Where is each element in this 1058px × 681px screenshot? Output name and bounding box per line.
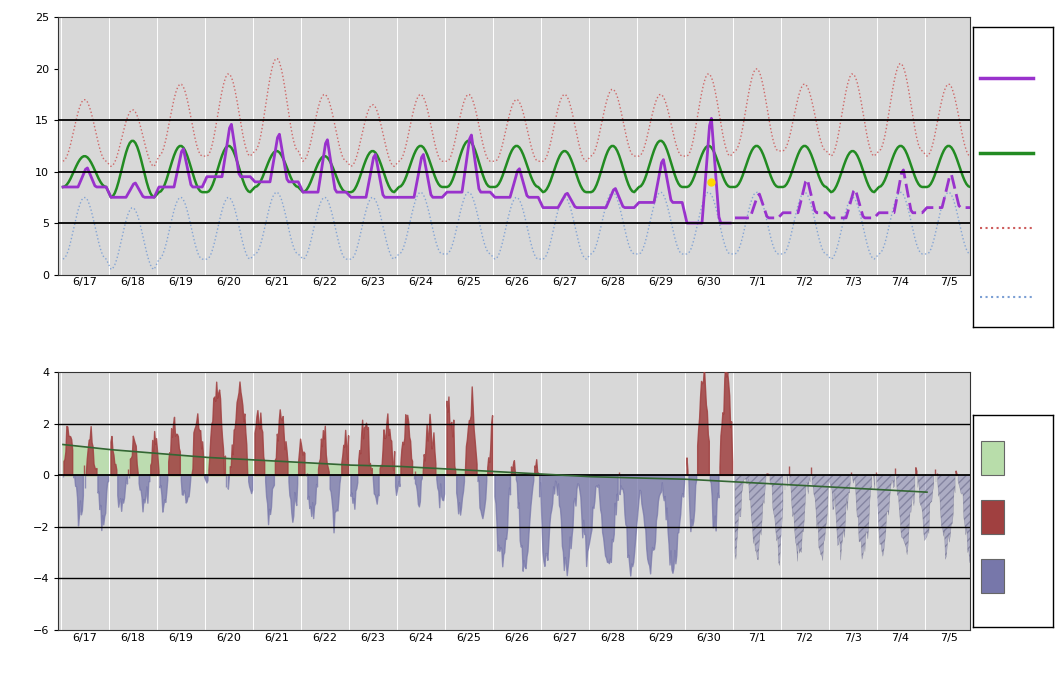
Bar [982,500,1003,534]
Bar [982,441,1003,475]
Bar [982,559,1003,592]
